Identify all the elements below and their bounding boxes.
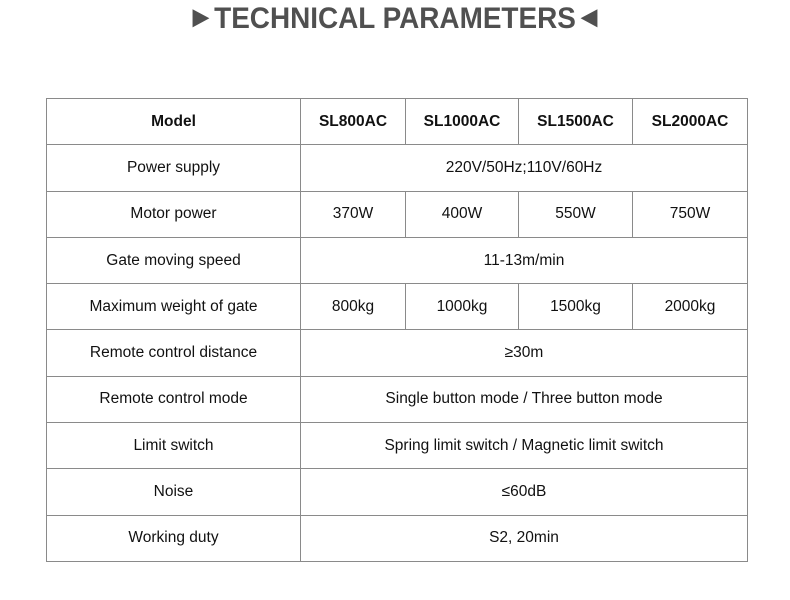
header-label: Model	[46, 97, 301, 146]
table-row: Remote control distance ≥30m	[46, 329, 748, 377]
header-model: SL1000AC	[405, 97, 519, 146]
row-label: Remote control mode	[46, 375, 301, 424]
row-value: 220V/50Hz;110V/60Hz	[300, 144, 748, 192]
header-model: SL1500AC	[518, 97, 633, 146]
row-label: Noise	[46, 468, 301, 516]
row-value: 1000kg	[405, 283, 519, 331]
row-label: Limit switch	[46, 422, 301, 470]
row-value: 400W	[405, 190, 519, 238]
row-value: 550W	[518, 190, 633, 238]
row-value: Spring limit switch / Magnetic limit swi…	[300, 422, 748, 470]
table-row: Power supply 220V/50Hz;110V/60Hz	[46, 144, 748, 192]
title-text: TECHNICAL PARAMETERS	[214, 2, 576, 35]
table-row: Limit switch Spring limit switch / Magnet…	[46, 422, 748, 470]
table-row: Working duty S2, 20min	[46, 514, 748, 562]
row-value: 2000kg	[632, 283, 748, 331]
row-value: 370W	[300, 190, 406, 238]
row-label: Gate moving speed	[46, 236, 301, 285]
header-model: SL800AC	[300, 97, 406, 146]
table-row: Remote control mode Single button mode / …	[46, 375, 748, 424]
row-label: Working duty	[46, 514, 301, 562]
row-label: Maximum weight of gate	[46, 283, 301, 331]
row-value: 1500kg	[518, 283, 633, 331]
page-title: ▶ TECHNICAL PARAMETERS ◀	[28, 2, 763, 36]
row-value: S2, 20min	[300, 514, 748, 562]
row-label: Remote control distance	[46, 329, 301, 377]
row-value: ≥30m	[300, 329, 748, 377]
table-header-row: Model SL800AC SL1000AC SL1500AC SL2000AC	[46, 97, 748, 146]
table-row: Maximum weight of gate 800kg 1000kg 1500kg 2…	[46, 283, 748, 331]
row-value: 750W	[632, 190, 748, 238]
row-label: Motor power	[46, 190, 301, 238]
row-label: Power supply	[46, 144, 301, 192]
table-row: Gate moving speed 11-13m/min	[46, 236, 748, 285]
triangle-left-icon: ◀	[581, 4, 598, 29]
row-value: 800kg	[300, 283, 406, 331]
triangle-right-icon: ▶	[192, 4, 209, 29]
header-model: SL2000AC	[632, 97, 748, 146]
row-value: ≤60dB	[300, 468, 748, 516]
parameters-table: Model SL800AC SL1000AC SL1500AC SL2000AC…	[46, 97, 748, 562]
row-value: 11-13m/min	[300, 236, 748, 285]
table-row: Motor power 370W 400W 550W 750W	[46, 190, 748, 238]
row-value: Single button mode / Three button mode	[300, 375, 748, 424]
table-row: Noise ≤60dB	[46, 468, 748, 516]
